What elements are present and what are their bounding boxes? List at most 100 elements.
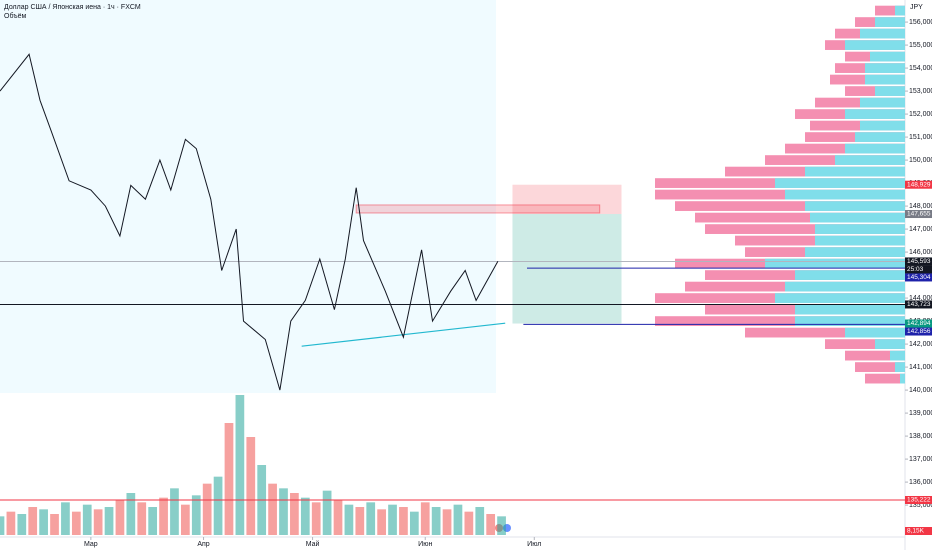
price-tag: 145,593 bbox=[907, 258, 931, 265]
price-tag-bg bbox=[905, 495, 932, 504]
y-tick-label: 147,000 bbox=[909, 226, 932, 233]
volume-bar bbox=[6, 511, 16, 535]
profile-up-bar bbox=[845, 143, 905, 154]
profile-up-bar bbox=[810, 212, 905, 223]
profile-up-bar bbox=[870, 51, 905, 62]
y-tick-label: 138,000 bbox=[909, 433, 932, 440]
y-tick-label: 151,000 bbox=[909, 134, 932, 141]
target-area bbox=[512, 214, 622, 324]
volume-bar bbox=[235, 395, 245, 535]
profile-total-bar bbox=[655, 316, 905, 326]
timer: 25:03 bbox=[907, 266, 924, 273]
volume-bar bbox=[442, 509, 452, 535]
profile-up-bar bbox=[875, 86, 905, 96]
y-tick-label: 152,000 bbox=[909, 111, 932, 118]
y-tick-label: 153,000 bbox=[909, 88, 932, 95]
profile-up-bar bbox=[895, 5, 905, 16]
profile-total-bar bbox=[865, 373, 905, 384]
y-tick-label: 136,000 bbox=[909, 479, 932, 486]
profile-up-bar bbox=[860, 28, 905, 39]
y-tick-label: 155,000 bbox=[909, 42, 932, 49]
volume-bar bbox=[126, 493, 136, 535]
profile-up-bar bbox=[860, 97, 905, 108]
profile-up-bar bbox=[855, 132, 905, 142]
profile-up-bar bbox=[805, 166, 905, 177]
profile-up-bar bbox=[845, 40, 905, 50]
profile-up-bar bbox=[845, 327, 905, 338]
y-tick-label: 146,000 bbox=[909, 249, 932, 256]
volume-bar bbox=[191, 495, 201, 535]
volume-bar bbox=[464, 511, 474, 535]
profile-up-bar bbox=[895, 362, 905, 372]
profile-up-bar bbox=[875, 17, 905, 27]
volume-bar bbox=[399, 507, 408, 535]
currency-label: JPY bbox=[910, 4, 923, 11]
profile-up-bar bbox=[815, 235, 905, 246]
price-tag-bg bbox=[905, 257, 932, 266]
volume-bar bbox=[115, 500, 125, 535]
volume-bar bbox=[202, 483, 212, 535]
range-highlight bbox=[0, 0, 496, 393]
y-tick-label: 135,000 bbox=[909, 502, 932, 509]
x-tick-label: Апр bbox=[197, 541, 209, 548]
volume-bar bbox=[159, 497, 168, 535]
profile-up-bar bbox=[805, 201, 905, 211]
profile-up-bar bbox=[865, 74, 905, 85]
profile-total-bar bbox=[825, 339, 905, 349]
profile-up-bar bbox=[805, 247, 905, 257]
stop-area bbox=[512, 184, 622, 215]
profile-up-bar bbox=[795, 304, 905, 315]
volume-bar bbox=[93, 509, 103, 535]
volume-bar bbox=[475, 507, 485, 535]
price-tag-bg bbox=[905, 300, 932, 309]
profile-up-bar bbox=[765, 258, 905, 269]
volume-bar bbox=[453, 504, 463, 535]
volume-bar bbox=[377, 509, 386, 535]
volume-bar bbox=[322, 490, 332, 535]
y-tick-label: 141,000 bbox=[909, 364, 932, 371]
x-tick-label: Май bbox=[306, 540, 320, 548]
y-tick-label: 140,000 bbox=[909, 387, 932, 394]
volume-bar bbox=[420, 502, 430, 535]
timer-bg bbox=[905, 265, 932, 274]
volume-bar bbox=[50, 514, 59, 535]
profile-up-bar bbox=[865, 63, 905, 73]
profile-up-bar bbox=[795, 316, 905, 326]
volume-bar bbox=[409, 511, 419, 535]
profile-up-bar bbox=[845, 109, 905, 119]
profile-up-bar bbox=[785, 189, 905, 200]
profile-up-bar bbox=[785, 281, 905, 292]
profile-total-bar bbox=[655, 189, 905, 200]
y-tick-label: 137,000 bbox=[909, 456, 932, 463]
profile-total-bar bbox=[705, 224, 905, 234]
y-tick-label: 148,000 bbox=[909, 203, 932, 210]
price-tag-bg bbox=[905, 210, 932, 219]
profile-up-bar bbox=[795, 270, 905, 280]
volume-bar bbox=[224, 423, 234, 535]
volume-bar bbox=[137, 502, 147, 535]
price-line bbox=[0, 53, 499, 391]
price-tag: 147,655 bbox=[907, 211, 931, 218]
volume-bar bbox=[431, 507, 441, 535]
price-tag-bg bbox=[905, 180, 932, 189]
volume-bar bbox=[486, 514, 496, 535]
price-tag: 145,304 bbox=[907, 274, 931, 281]
volume-bar bbox=[213, 476, 223, 535]
volume-bar bbox=[290, 493, 299, 535]
indicator-label: Объём bbox=[4, 12, 26, 20]
profile-up-bar bbox=[900, 373, 905, 384]
volume-bar bbox=[279, 488, 288, 535]
volume-bar bbox=[497, 516, 506, 535]
volume-tag: 8,15K bbox=[907, 528, 925, 535]
volume-bar bbox=[366, 502, 376, 535]
volume-bar bbox=[181, 504, 190, 535]
volume-bar bbox=[388, 504, 397, 535]
volume-bar bbox=[355, 507, 365, 535]
supply-zone bbox=[355, 204, 601, 214]
volume-tag-bg bbox=[905, 527, 932, 535]
profile-total-bar bbox=[695, 212, 905, 223]
profile-up-bar bbox=[890, 350, 905, 361]
price-tag: 142,856 bbox=[907, 328, 931, 335]
